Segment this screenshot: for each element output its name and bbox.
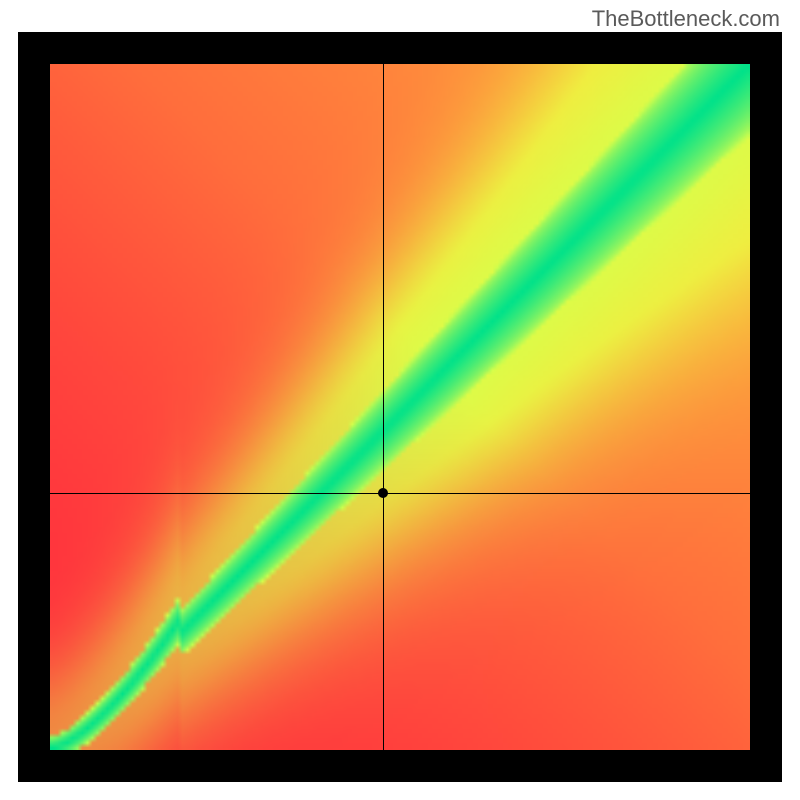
watermark-text: TheBottleneck.com	[592, 6, 780, 32]
crosshair-vertical	[383, 64, 384, 750]
heatmap-canvas	[50, 64, 750, 750]
heatmap-plot-area	[50, 64, 750, 750]
crosshair-dot	[378, 488, 388, 498]
crosshair-horizontal	[50, 493, 750, 494]
